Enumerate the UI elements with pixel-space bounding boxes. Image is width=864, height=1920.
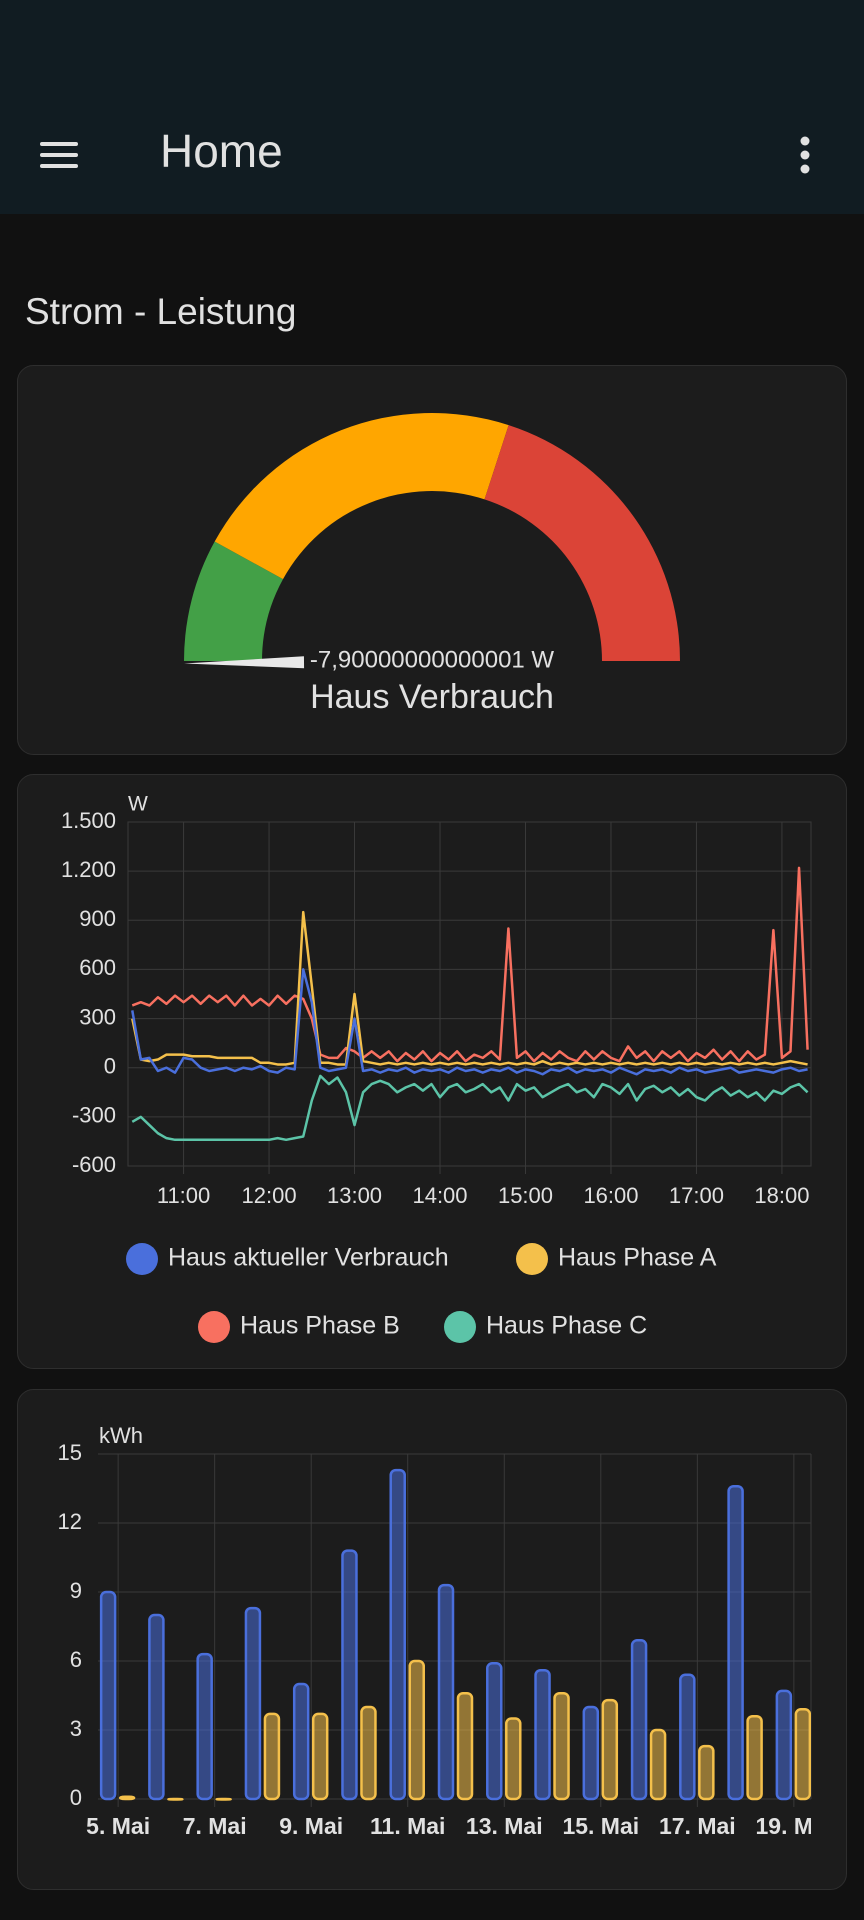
bar bbox=[649, 1728, 667, 1801]
legend-label: Haus Phase A bbox=[558, 1244, 717, 1272]
y-tick-label: 1.200 bbox=[61, 857, 116, 882]
y-tick-label: 0 bbox=[70, 1785, 82, 1810]
overflow-menu-button[interactable] bbox=[800, 136, 810, 174]
legend-swatch bbox=[516, 1243, 548, 1275]
menu-line bbox=[40, 153, 78, 157]
bar bbox=[630, 1639, 648, 1801]
bar bbox=[244, 1606, 262, 1801]
bar bbox=[679, 1673, 696, 1801]
menu-button[interactable] bbox=[40, 142, 78, 168]
y-tick-label: 0 bbox=[104, 1054, 116, 1079]
menu-dot bbox=[800, 150, 810, 160]
y-tick-label: -300 bbox=[72, 1103, 116, 1128]
legend-label: Haus aktueller Verbrauch bbox=[168, 1244, 449, 1272]
x-tick-label: 18:00 bbox=[754, 1183, 809, 1208]
bar bbox=[746, 1714, 763, 1801]
bar bbox=[437, 1583, 455, 1801]
x-tick-label: 9. Mai bbox=[279, 1813, 343, 1839]
bar bbox=[534, 1668, 551, 1801]
axis-unit: kWh bbox=[99, 1423, 143, 1448]
bar bbox=[215, 1797, 232, 1801]
section-title: Strom - Leistung bbox=[25, 291, 296, 332]
legend-label: Haus Phase C bbox=[486, 1312, 647, 1340]
menu-line bbox=[40, 142, 78, 146]
bar bbox=[148, 1613, 165, 1801]
x-tick-label: 7. Mai bbox=[183, 1813, 247, 1839]
x-tick-label: 13:00 bbox=[327, 1183, 382, 1208]
x-tick-label: 13. Mai bbox=[466, 1813, 543, 1839]
legend-label: Haus Phase B bbox=[240, 1312, 400, 1340]
y-tick-label: 600 bbox=[79, 955, 116, 980]
bar bbox=[341, 1549, 358, 1801]
bar bbox=[408, 1659, 425, 1801]
x-tick-label: 5. Mai bbox=[86, 1813, 150, 1839]
series-line bbox=[131, 910, 808, 1066]
x-tick-label: 12:00 bbox=[242, 1183, 297, 1208]
series-line bbox=[131, 968, 808, 1076]
gauge-segment bbox=[184, 541, 284, 661]
menu-dot bbox=[800, 136, 810, 146]
bar bbox=[118, 1795, 136, 1801]
bar bbox=[794, 1708, 811, 1801]
y-tick-label: 900 bbox=[79, 906, 116, 931]
app-bar bbox=[0, 0, 864, 214]
bar-plot: 5. Mai 7. Mai 9. Mai 11. Mai 13. Mai 15. Mai 1… bbox=[86, 1454, 833, 1839]
legend-swatch bbox=[444, 1311, 476, 1343]
legend-swatch bbox=[198, 1311, 230, 1343]
y-tick-label: 12 bbox=[58, 1509, 82, 1534]
bar bbox=[486, 1662, 503, 1801]
x-tick-label: 14:00 bbox=[412, 1183, 467, 1208]
gauge-value: -7,90000000000001 W bbox=[310, 646, 555, 673]
y-tick-label: 1.500 bbox=[61, 808, 116, 833]
bar bbox=[775, 1689, 793, 1801]
bar bbox=[727, 1484, 744, 1801]
x-tick-label: 16:00 bbox=[583, 1183, 638, 1208]
gauge-segment bbox=[214, 412, 509, 580]
gauge-segment bbox=[484, 425, 680, 661]
y-tick-label: 6 bbox=[70, 1647, 82, 1672]
bar bbox=[99, 1590, 117, 1801]
x-tick-label: 17:00 bbox=[669, 1183, 724, 1208]
bar bbox=[196, 1652, 213, 1801]
axis-unit: W bbox=[128, 793, 148, 816]
y-tick-label: 3 bbox=[70, 1716, 82, 1741]
x-tick-label: 19. Mai bbox=[756, 1813, 833, 1839]
menu-line bbox=[40, 164, 78, 168]
x-tick-label: 11. Mai bbox=[370, 1813, 445, 1839]
bar bbox=[582, 1705, 600, 1801]
bar bbox=[263, 1712, 281, 1801]
bar bbox=[698, 1744, 715, 1801]
series-line bbox=[131, 866, 809, 1063]
menu-dot bbox=[800, 164, 810, 174]
legend-swatch bbox=[126, 1243, 158, 1275]
bar bbox=[311, 1712, 329, 1801]
bar bbox=[292, 1682, 310, 1801]
app-title: Home bbox=[160, 125, 283, 177]
x-tick-label: 15. Mai bbox=[562, 1813, 639, 1839]
x-tick-label: 11:00 bbox=[157, 1183, 210, 1208]
x-tick-label: 15:00 bbox=[498, 1183, 553, 1208]
x-tick-label: 17. Mai bbox=[659, 1813, 736, 1839]
bar bbox=[553, 1691, 570, 1801]
gauge-name: Haus Verbrauch bbox=[310, 678, 554, 716]
bar bbox=[601, 1698, 619, 1801]
y-tick-label: 9 bbox=[70, 1578, 82, 1603]
bar bbox=[456, 1691, 474, 1801]
series-line bbox=[131, 1074, 809, 1142]
bar bbox=[360, 1705, 377, 1801]
gauge-needle bbox=[184, 656, 305, 669]
bar bbox=[389, 1468, 406, 1801]
y-tick-label: 300 bbox=[79, 1004, 116, 1029]
bar bbox=[167, 1797, 184, 1801]
y-tick-label: 15 bbox=[58, 1440, 82, 1465]
bar bbox=[505, 1717, 522, 1801]
y-tick-label: -600 bbox=[72, 1152, 116, 1177]
